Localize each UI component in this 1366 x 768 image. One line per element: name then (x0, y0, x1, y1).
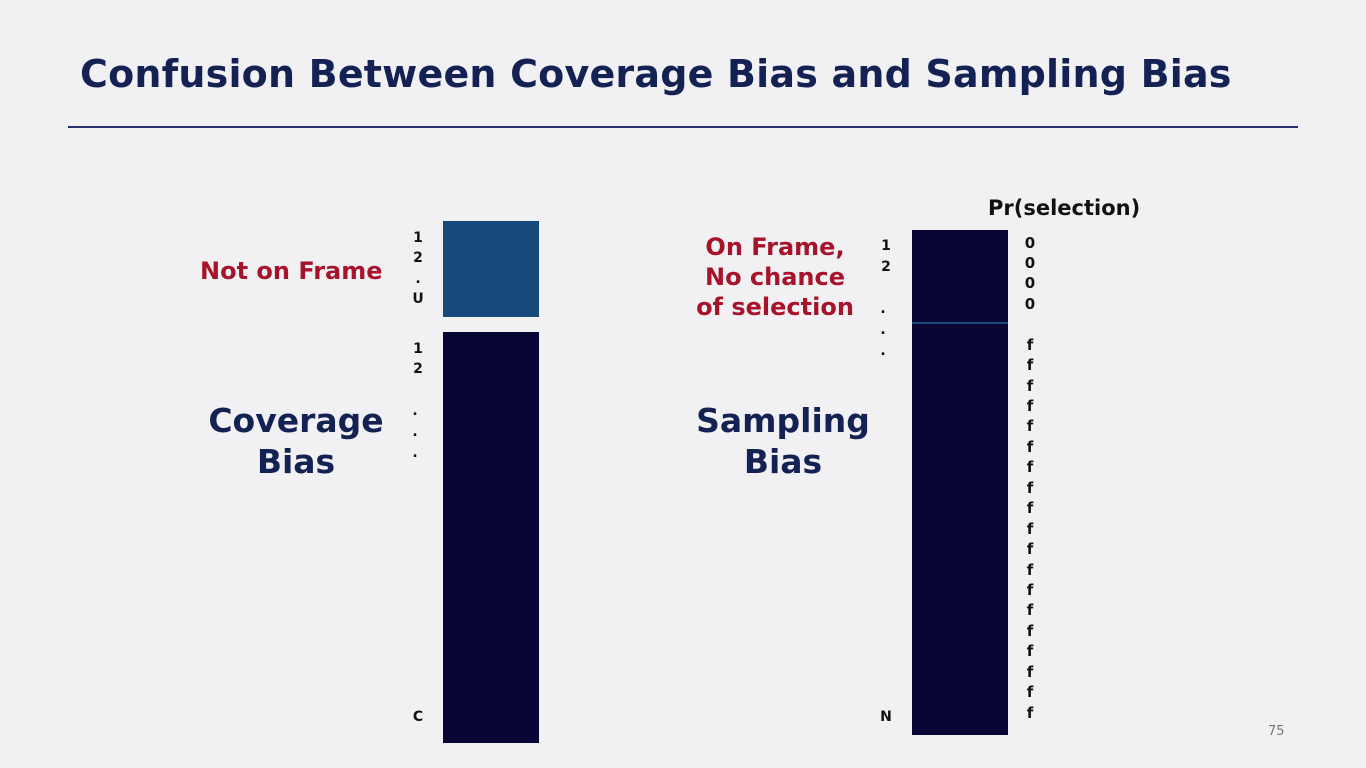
title-divider (68, 126, 1298, 128)
coverage-bottom-index: 2 (413, 361, 423, 377)
pr-f-value: f (1026, 642, 1034, 660)
pr-f-value: f (1026, 417, 1034, 435)
coverage-top-index: 2 (413, 250, 423, 266)
zero-chance-divider (912, 322, 1008, 324)
pr-f-value: f (1026, 438, 1034, 456)
pr-f-value: f (1026, 663, 1034, 681)
coverage-bottom-index: C (412, 709, 424, 725)
pr-selection-header: Pr(selection) (988, 196, 1141, 220)
coverage-bottom-index: . (412, 445, 418, 461)
pr-f-value: f (1026, 622, 1034, 640)
not-on-frame-bar (443, 221, 539, 317)
coverage-bias-label: Coverage Bias (196, 400, 396, 482)
pr-f-value: f (1026, 704, 1034, 722)
coverage-bias-label-line1: Coverage (208, 401, 384, 440)
pr-zero-value: 0 (1024, 295, 1036, 313)
pr-zero-value: 0 (1024, 254, 1036, 272)
pr-f-value: f (1026, 458, 1034, 476)
sampling-index: . (880, 343, 886, 359)
sampling-index: . (880, 301, 886, 317)
sampling-bias-label: Sampling Bias (683, 400, 883, 482)
coverage-bottom-index: . (412, 403, 418, 419)
coverage-top-index: . (415, 271, 421, 287)
sampling-index: . (880, 322, 886, 338)
on-frame-label-line: No chance (704, 263, 846, 291)
coverage-top-index: 1 (413, 230, 423, 246)
frame-population-bar (443, 332, 539, 743)
coverage-bottom-index: . (412, 424, 418, 440)
pr-f-value: f (1026, 540, 1034, 558)
pr-f-value: f (1026, 601, 1034, 619)
pr-f-value: f (1026, 356, 1034, 374)
sampling-index: 2 (881, 259, 891, 275)
slide-number: 75 (1268, 724, 1285, 739)
pr-f-value: f (1026, 377, 1034, 395)
pr-f-value: f (1026, 561, 1034, 579)
pr-f-value: f (1026, 397, 1034, 415)
sampling-index: 1 (881, 238, 891, 254)
not-on-frame-label: Not on Frame (200, 257, 383, 285)
coverage-top-index: U (412, 291, 424, 307)
on-frame-label-line: of selection (696, 293, 854, 321)
pr-f-value: f (1026, 499, 1034, 517)
coverage-bias-label-line2: Bias (256, 442, 336, 481)
on-frame-no-chance-label: On Frame, No chance of selection (688, 232, 862, 322)
pr-f-value: f (1026, 520, 1034, 538)
pr-zero-value: 0 (1024, 234, 1036, 252)
pr-f-value: f (1026, 683, 1034, 701)
on-frame-label-line: On Frame, (705, 233, 845, 261)
sampling-frame-bar (912, 230, 1008, 735)
slide-title: Confusion Between Coverage Bias and Samp… (80, 52, 1232, 96)
sampling-bias-label-line1: Sampling (696, 401, 870, 440)
coverage-bottom-index: 1 (413, 341, 423, 357)
pr-zero-value: 0 (1024, 274, 1036, 292)
sampling-bias-label-line2: Bias (743, 442, 823, 481)
pr-f-value: f (1026, 479, 1034, 497)
pr-f-value: f (1026, 336, 1034, 354)
sampling-index: N (880, 709, 892, 725)
pr-f-value: f (1026, 581, 1034, 599)
